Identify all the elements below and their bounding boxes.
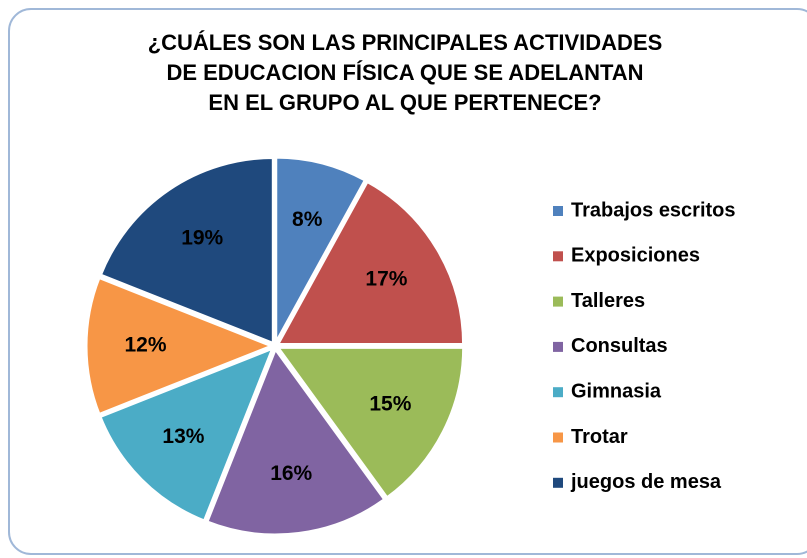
legend-swatch bbox=[553, 296, 563, 307]
data-label: 17% bbox=[365, 268, 407, 291]
data-label: 12% bbox=[125, 334, 167, 357]
pie-slice bbox=[204, 345, 387, 537]
data-label: 8% bbox=[292, 208, 323, 231]
legend-label: Trotar bbox=[571, 426, 628, 448]
legend-label: Consultas bbox=[571, 335, 668, 357]
pie-slice bbox=[274, 345, 466, 500]
legend-label: Gimnasia bbox=[571, 380, 662, 402]
pie-slice bbox=[84, 275, 277, 417]
legend-label: Talleres bbox=[571, 290, 645, 312]
pie-slice bbox=[98, 156, 275, 346]
legend-swatch bbox=[553, 477, 563, 488]
pie-slice bbox=[274, 155, 368, 344]
legend-swatch bbox=[553, 387, 563, 398]
legend-label: Trabajos escritos bbox=[571, 199, 736, 221]
data-label: 19% bbox=[181, 226, 223, 249]
legend-swatch bbox=[553, 432, 563, 443]
data-label: 13% bbox=[162, 425, 204, 448]
legend-swatch bbox=[553, 341, 563, 352]
data-label: 15% bbox=[369, 392, 411, 415]
chart-title: ¿CUÁLES SON LAS PRINCIPALES ACTIVIDADES … bbox=[147, 30, 663, 115]
legend-label: juegos de mesa bbox=[570, 471, 722, 493]
pie-slice bbox=[97, 345, 276, 524]
legend-swatch bbox=[553, 206, 563, 216]
data-label: 16% bbox=[270, 462, 312, 485]
legend-label: Exposiciones bbox=[571, 245, 700, 267]
pie-slice bbox=[275, 179, 466, 346]
legend-swatch bbox=[553, 251, 563, 262]
